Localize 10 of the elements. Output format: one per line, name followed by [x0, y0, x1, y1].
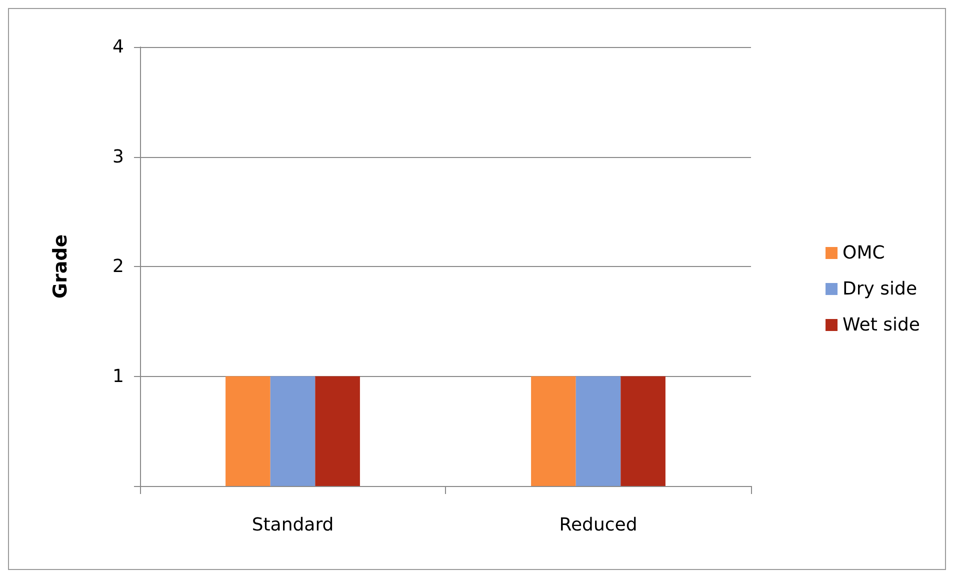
y-axis-title: Grade: [50, 234, 72, 299]
legend-label: Dry side: [842, 278, 918, 300]
legend-label: OMC: [842, 242, 885, 264]
y-tick-label: 3: [112, 146, 124, 168]
y-tick-label: 1: [112, 366, 124, 387]
x-tick-label: Standard: [252, 514, 334, 536]
legend-label: Wet side: [842, 314, 920, 336]
y-tick-label: 4: [112, 36, 124, 58]
y-tick-label: 2: [112, 256, 124, 277]
x-tick-label: Reduced: [559, 514, 638, 536]
